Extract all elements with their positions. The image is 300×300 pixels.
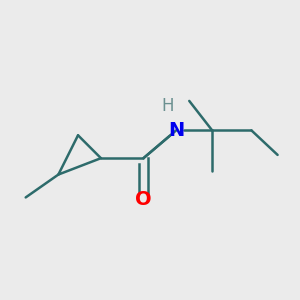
Text: H: H [162, 97, 174, 115]
Text: O: O [135, 190, 152, 208]
Text: N: N [168, 121, 184, 140]
